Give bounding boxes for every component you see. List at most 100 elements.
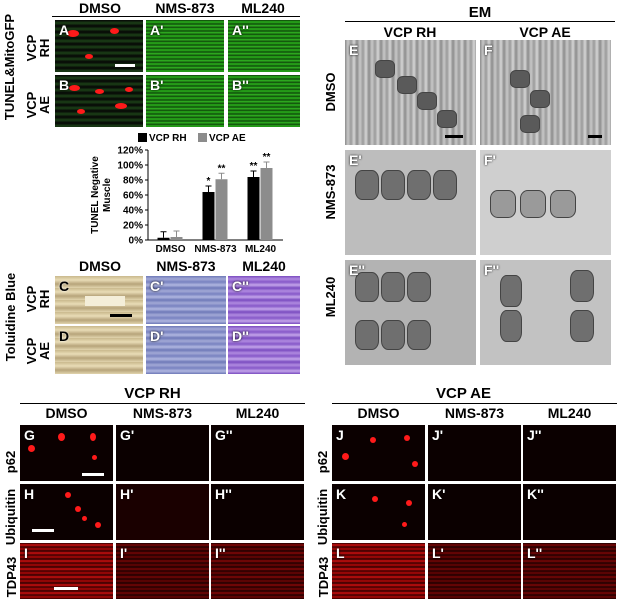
panel-J-double-prime: J'' [523, 425, 616, 481]
tb-row-label-vcp-rh: VCP RH [24, 285, 52, 313]
bar [215, 179, 228, 240]
em-row-label-nms873: NMS-873 [323, 164, 338, 220]
rh-group-title: VCP RH [124, 385, 181, 402]
header-rule [52, 16, 300, 17]
panel-A-double-prime: A'' [228, 20, 300, 72]
row-label-vcp-ae: VCP AE [24, 91, 52, 119]
bottom-rh-section: VCP RH DMSO NMS-873 ML240 p62 Ubiquitin … [0, 385, 305, 605]
panel-K-double-prime: K'' [523, 484, 616, 540]
ae-row-label-ubiquitin: Ubiquitin [315, 488, 330, 546]
ae-col-header-dmso: DMSO [357, 405, 400, 421]
panel-K-prime: K' [428, 484, 521, 540]
panel-H-prime: H' [116, 484, 209, 540]
ae-col-header-ml240: ML240 [547, 405, 592, 421]
tb-col-header-nms873: NMS-873 [156, 258, 216, 274]
ae-title-rule [332, 403, 617, 404]
y-tick-label: 120% [117, 146, 143, 157]
panel-E-prime: E' [345, 150, 476, 255]
panel-D-prime: D' [146, 326, 226, 374]
tb-col-header-dmso: DMSO [79, 258, 121, 274]
bar [157, 237, 170, 240]
panel-C: C [55, 276, 143, 324]
significance-label: ** [263, 152, 271, 163]
ae-col-header-nms873: NMS-873 [444, 405, 505, 421]
panel-C-prime: C' [146, 276, 226, 324]
panel-B-double-prime: B'' [228, 75, 300, 127]
legend-label: VCP AE [209, 133, 246, 144]
rh-row-label-ubiquitin: Ubiquitin [3, 488, 18, 546]
tunel-chart: VCP RH VCP AE TUNEL Negative Muscle 0% 20% 40%… [40, 130, 300, 260]
y-tick-label: 100% [117, 161, 143, 172]
rh-col-header-nms873: NMS-873 [132, 405, 193, 421]
rh-col-header-dmso: DMSO [45, 405, 88, 421]
y-tick-label: 60% [123, 191, 143, 202]
panel-L: L [332, 543, 425, 599]
rh-row-label-tdp43: TDP43 [4, 556, 19, 598]
rh-title-rule [20, 403, 305, 404]
x-tick-label: ML240 [245, 244, 277, 255]
em-col-header-vcp-rh: VCP RH [383, 24, 437, 40]
x-tick-label: DMSO [156, 244, 186, 255]
legend-label: VCP RH [149, 133, 187, 144]
bottom-ae-section: VCP AE DMSO NMS-873 ML240 p62 Ubiquitin … [310, 385, 617, 605]
tb-col-header-ml240: ML240 [242, 258, 286, 274]
y-tick-label: 20% [123, 221, 143, 232]
panel-E: E [345, 40, 476, 145]
bar [247, 177, 260, 240]
panel-B-prime: B' [146, 75, 224, 127]
panel-H-double-prime: H'' [211, 484, 304, 540]
toluidine-section: DMSO NMS-873 ML240 Toluidine Blue VCP RH… [0, 258, 300, 374]
row-label-vcp-rh: VCP RH [24, 34, 52, 62]
bar [170, 237, 183, 240]
panel-G-double-prime: G'' [211, 425, 304, 481]
rh-col-header-ml240: ML240 [235, 405, 280, 421]
side-label-toluidine: Toluidine Blue [3, 272, 18, 362]
panel-B: B [55, 75, 143, 127]
y-tick-label: 80% [123, 176, 143, 187]
em-col-header-vcp-ae: VCP AE [519, 24, 571, 40]
panel-F: F [480, 40, 611, 145]
em-row-label-dmso: DMSO [323, 72, 338, 112]
panel-L-prime: L' [428, 543, 521, 599]
y-axis-label: TUNEL Negative [90, 156, 101, 234]
significance-label: ** [218, 163, 226, 174]
col-header-nms873: NMS-873 [155, 0, 215, 16]
panel-A: A [55, 20, 143, 72]
significance-label: ** [250, 161, 258, 172]
panel-I-prime: I' [116, 543, 209, 599]
em-title: EM [468, 4, 492, 21]
legend-swatch [198, 133, 207, 142]
legend-swatch [138, 133, 147, 142]
panel-I: I [20, 543, 113, 599]
panel-J-prime: J' [428, 425, 521, 481]
panel-D-double-prime: D'' [228, 326, 300, 374]
tunel-section: DMSO NMS-873 ML240 TUNEL&MitoGFP VCP RH … [0, 0, 300, 130]
y-tick-label: 0% [129, 236, 144, 247]
side-label-tunel: TUNEL&MitoGFP [2, 13, 17, 121]
significance-label: * [207, 176, 211, 187]
panel-A-prime: A' [146, 20, 224, 72]
col-header-dmso: DMSO [79, 0, 121, 16]
bar [260, 168, 273, 240]
em-title-rule [345, 21, 615, 22]
panel-G: G [20, 425, 113, 481]
panel-H: H [20, 484, 113, 540]
em-row-label-ml240: ML240 [323, 276, 338, 318]
panel-C-double-prime: C'' [228, 276, 300, 324]
ae-row-label-tdp43: TDP43 [316, 556, 331, 598]
ae-group-title: VCP AE [435, 385, 492, 402]
em-section: EM VCP RH VCP AE DMSO NMS-873 ML240 E F … [305, 0, 617, 370]
panel-I-double-prime: I'' [211, 543, 304, 599]
bar [202, 192, 215, 240]
panel-K: K [332, 484, 425, 540]
col-header-ml240: ML240 [241, 0, 285, 16]
panel-E-double-prime: E'' [345, 260, 476, 365]
panel-J: J [332, 425, 425, 481]
panel-F-prime: F' [480, 150, 611, 255]
panel-L-double-prime: L'' [523, 543, 616, 599]
panel-D: D [55, 326, 143, 374]
y-axis-label: Muscle [102, 178, 113, 212]
panel-F-double-prime: F'' [480, 260, 611, 365]
tb-row-label-vcp-ae: VCP AE [24, 337, 52, 365]
y-tick-label: 40% [123, 206, 143, 217]
